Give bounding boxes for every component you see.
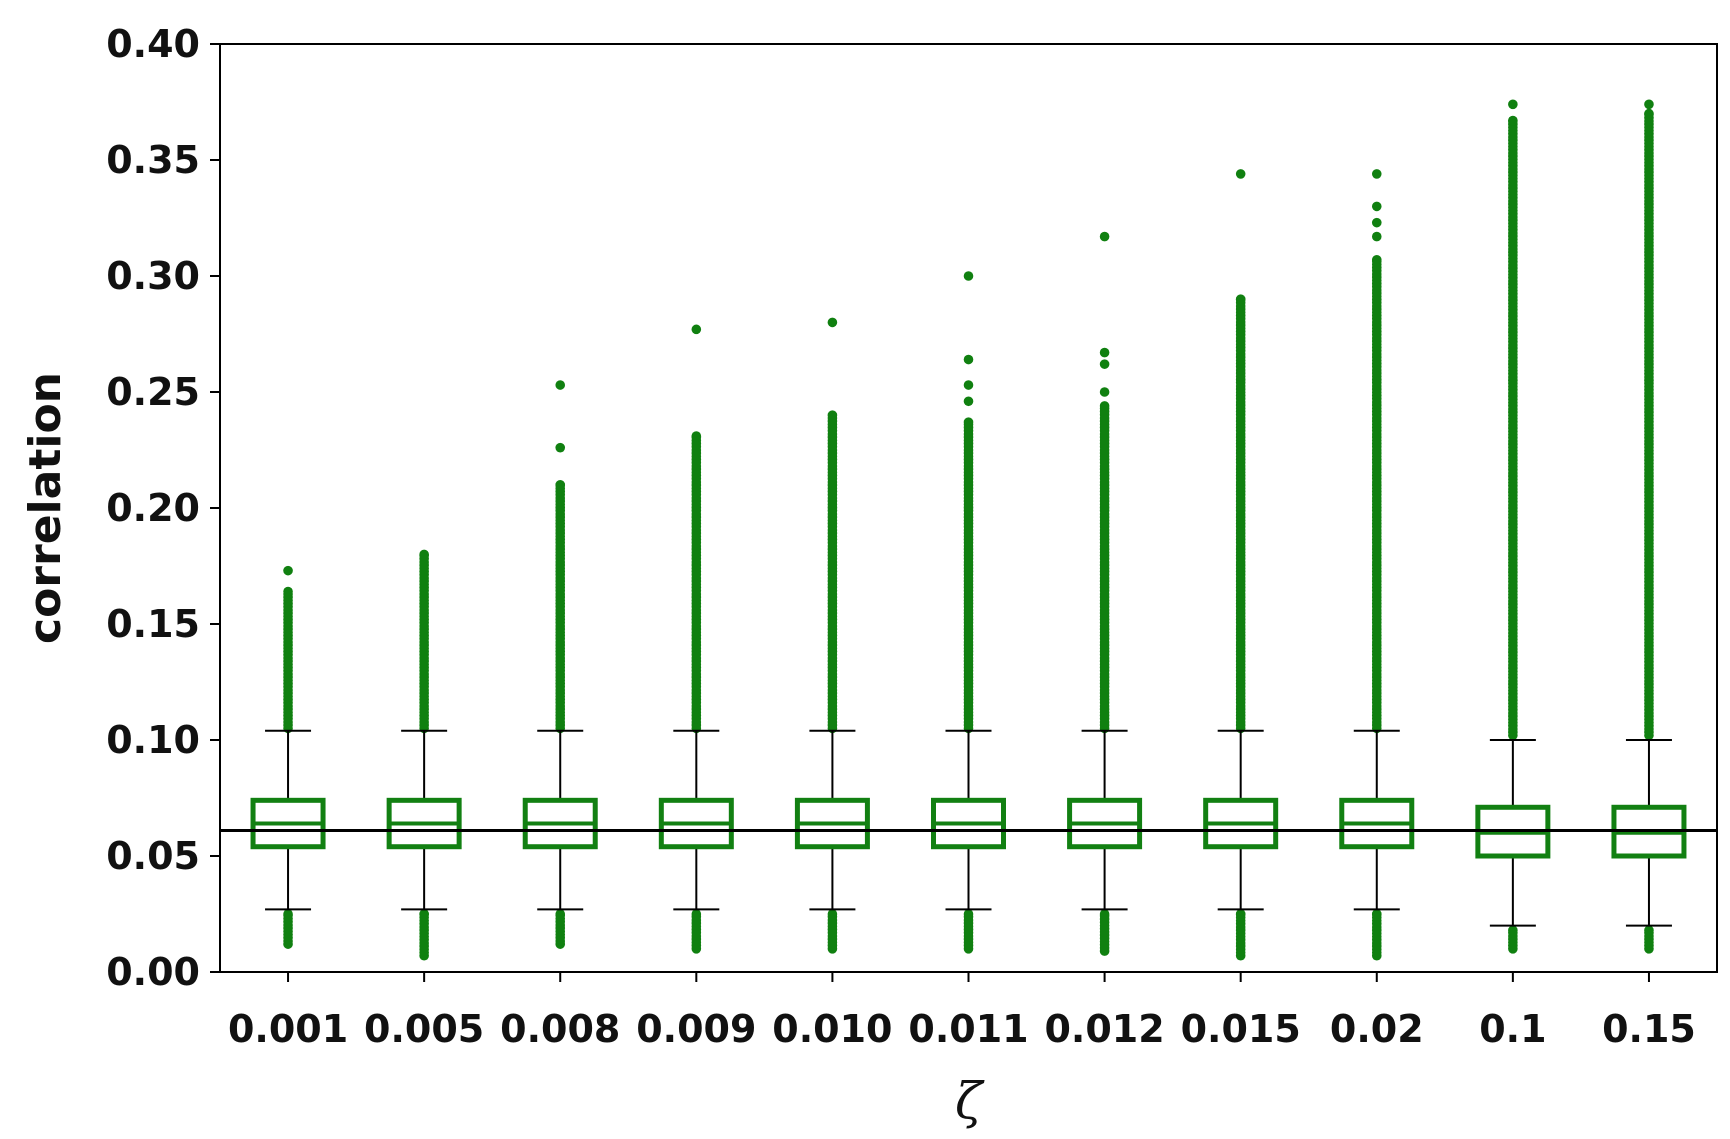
outlier-point	[963, 354, 974, 365]
y-tick-label: 0.30	[106, 254, 200, 298]
outlier-point	[1644, 925, 1654, 936]
outlier-point	[963, 909, 974, 919]
x-tick-label: 0.02	[1330, 1007, 1424, 1051]
x-tick-label: 0.001	[228, 1007, 348, 1051]
outlier-point	[419, 549, 429, 560]
outlier-point	[963, 417, 974, 427]
box-0.008	[522, 729, 598, 911]
y-tick-label: 0.15	[106, 602, 200, 646]
outlier-point	[555, 480, 566, 490]
y-tick-label: 0.10	[106, 718, 200, 762]
x-axis-label: ζ	[955, 1072, 985, 1130]
x-tick-label: 0.009	[636, 1007, 756, 1051]
y-tick-label: 0.20	[106, 486, 200, 530]
y-tick-label: 0.00	[106, 950, 200, 994]
outlier-point	[1644, 108, 1654, 119]
outlier-point	[963, 380, 974, 390]
x-tick-label: 0.010	[772, 1007, 892, 1051]
box-0.011	[931, 729, 1006, 911]
boxes	[250, 729, 1687, 927]
box-0.1	[1475, 739, 1551, 927]
outlier-point	[1371, 201, 1382, 212]
y-tick-label: 0.25	[106, 370, 200, 414]
box-0.005	[386, 729, 462, 911]
outlier-point	[283, 909, 293, 919]
outlier-point	[1099, 359, 1110, 369]
outlier-point	[1235, 909, 1246, 919]
x-tick-label: 0.005	[364, 1007, 484, 1051]
outlier-point	[1099, 387, 1110, 397]
outlier-point	[827, 909, 838, 919]
x-tick-label: 0.011	[908, 1007, 1028, 1051]
outlier-point	[963, 396, 974, 407]
outlier-point	[827, 410, 838, 421]
outlier-point	[555, 909, 566, 919]
outlier-point	[1508, 115, 1518, 126]
x-tick-label: 0.1	[1479, 1007, 1546, 1051]
outlier-point	[1508, 99, 1518, 110]
box-0.02	[1339, 729, 1415, 911]
y-axis-label: correlation	[20, 372, 71, 644]
box-0.015	[1203, 729, 1279, 911]
x-tick-label: 0.15	[1602, 1007, 1696, 1051]
outlier-point	[691, 324, 702, 335]
box-0.15	[1611, 739, 1687, 927]
box-0.009	[658, 729, 734, 911]
outlier-point	[1371, 231, 1382, 242]
y-tick-label: 0.35	[106, 138, 200, 182]
outlier-point	[1371, 217, 1382, 228]
outlier-point	[827, 317, 838, 328]
outlier-point	[1235, 169, 1246, 179]
x-tick-label: 0.015	[1181, 1007, 1301, 1051]
y-tick-label: 0.05	[106, 834, 200, 878]
outlier-point	[1099, 347, 1110, 358]
x-tick-label: 0.012	[1044, 1007, 1164, 1051]
outlier-point	[1235, 294, 1246, 305]
outlier-point	[1508, 925, 1518, 936]
outlier-point	[1099, 231, 1110, 242]
outlier-point	[1099, 909, 1110, 919]
box-0.012	[1067, 729, 1143, 911]
outlier-point	[1099, 401, 1110, 411]
outlier-point	[963, 271, 974, 281]
outlier-point	[1371, 909, 1382, 919]
box-0.001	[250, 729, 326, 911]
y-axis-ticks: 0.00 0.05 0.10 0.15 0.20 0.25 0.30 0.35 0.40	[106, 22, 220, 994]
outlier-point	[691, 909, 702, 919]
y-tick-label: 0.40	[106, 22, 200, 66]
outlier-point	[1371, 169, 1382, 179]
x-axis-ticks: 0.001 0.005 0.008 0.009 0.010 0.011 0.012 0.015…	[228, 972, 1696, 1051]
outlier-point	[419, 909, 429, 919]
outlier-point	[691, 431, 702, 441]
outlier-point	[283, 586, 293, 597]
outlier-point	[555, 380, 566, 390]
x-tick-label: 0.008	[500, 1007, 620, 1051]
box-0.010	[794, 729, 870, 911]
outlier-point	[1644, 99, 1654, 110]
outlier-point	[1371, 254, 1382, 265]
outlier-point	[555, 442, 566, 453]
outlier-point	[283, 565, 293, 576]
outlier-points	[283, 99, 1654, 961]
